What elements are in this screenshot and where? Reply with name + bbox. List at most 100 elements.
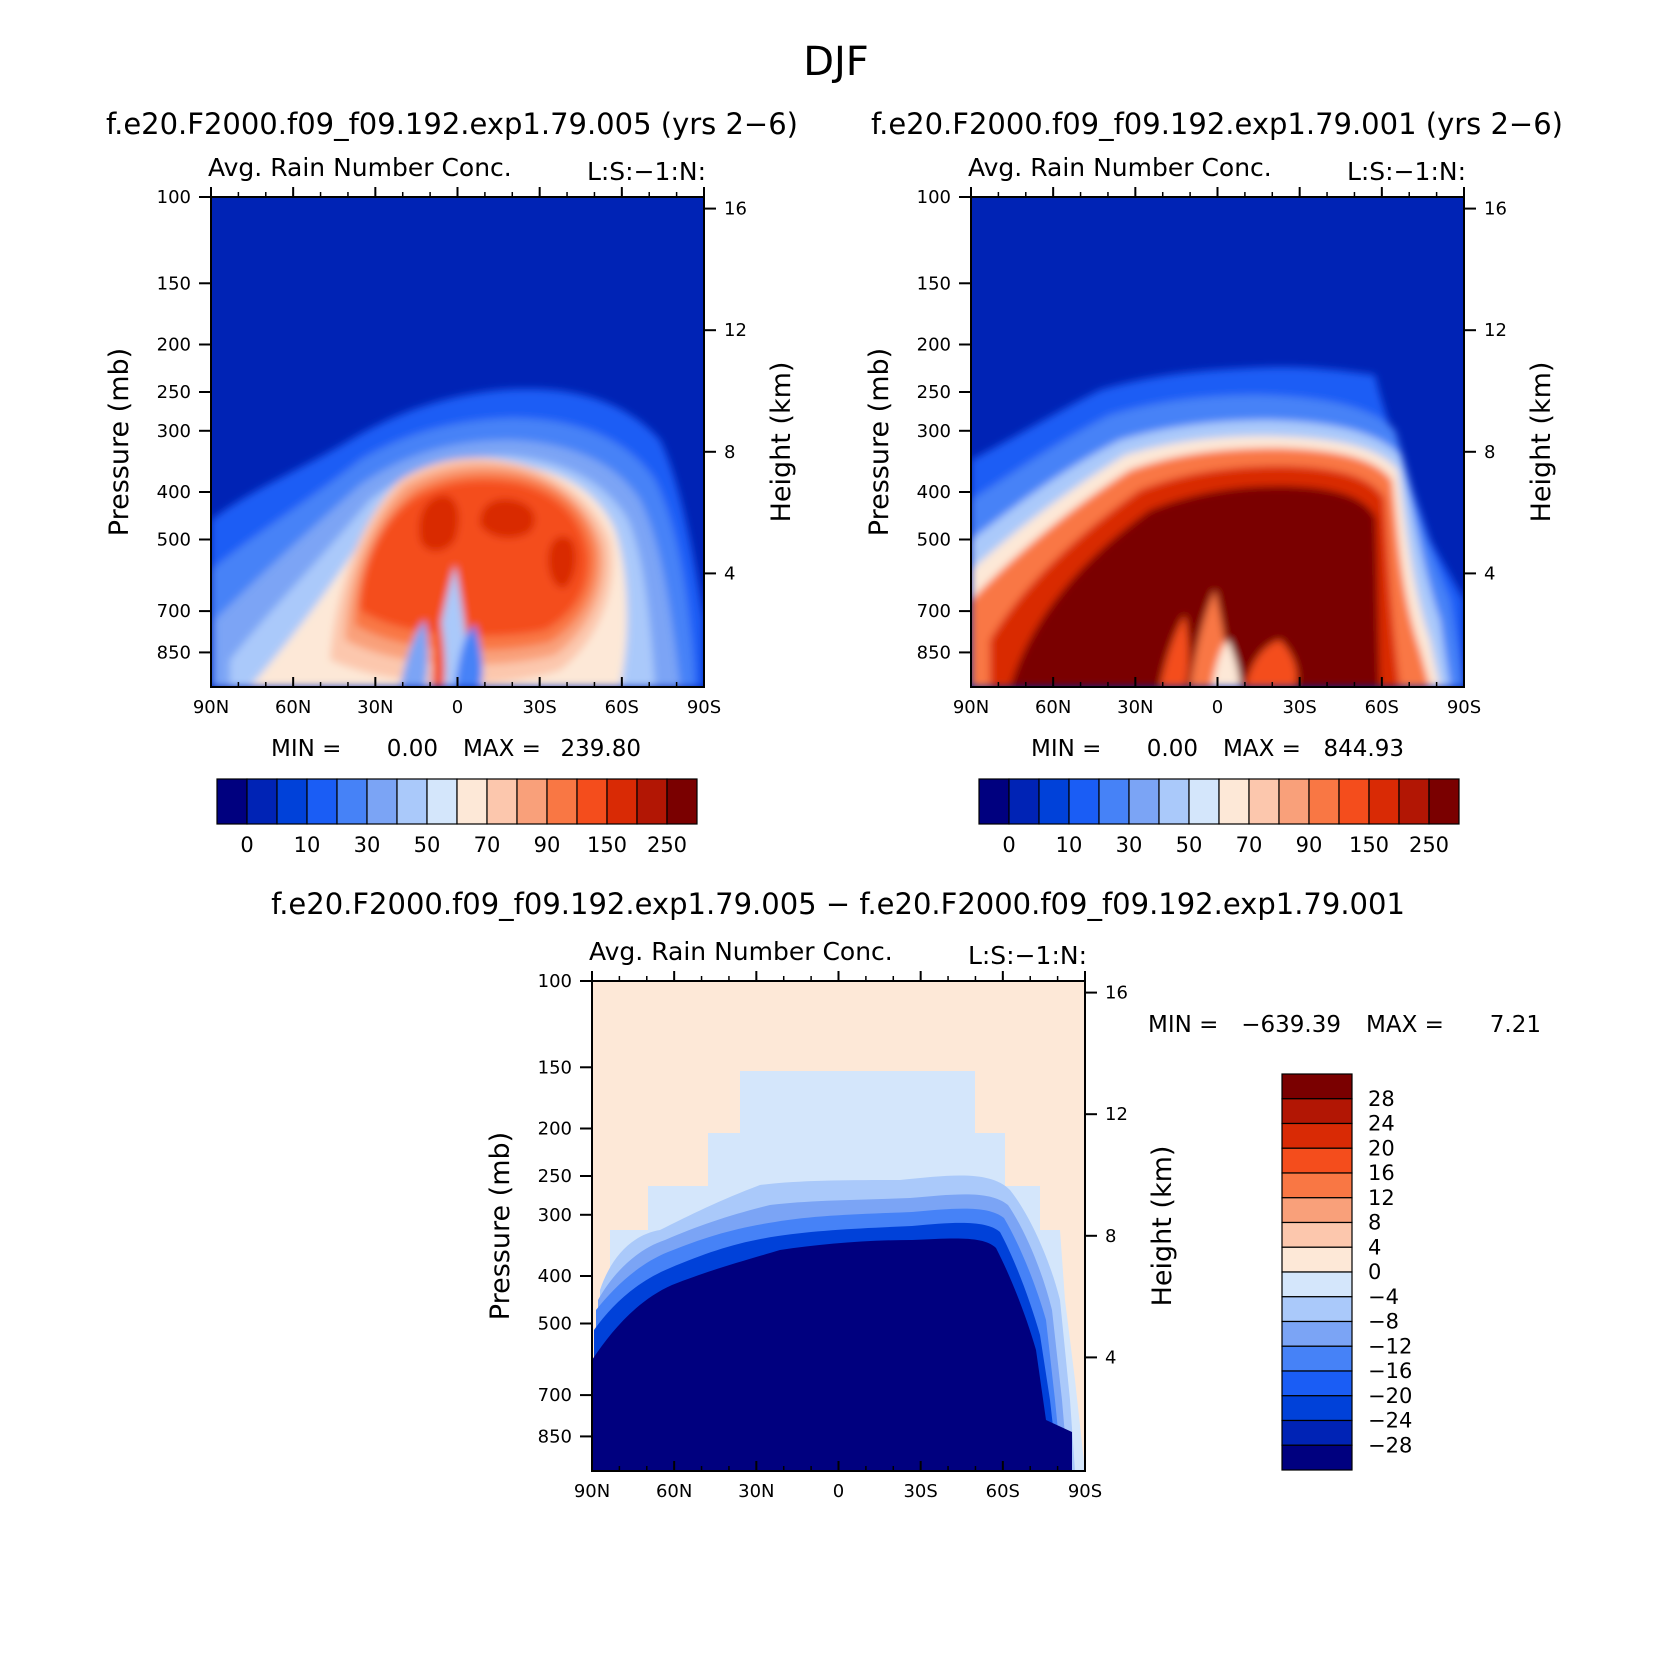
y-right-tick-label: 4 xyxy=(724,563,735,584)
colorbar-swatch xyxy=(1098,778,1130,825)
colorbar-swatch xyxy=(1038,778,1070,825)
colorbar-label: 70 xyxy=(474,833,501,857)
x-tick-label: 90S xyxy=(1068,1481,1102,1502)
contour-core-1 xyxy=(419,495,459,552)
colorbar-swatch xyxy=(1281,1444,1353,1471)
x-tick-label: 30N xyxy=(738,1481,774,1502)
colorbar-swatch xyxy=(216,778,248,825)
panel-left-annotation: L:S:−1:N: xyxy=(587,157,706,186)
panel-diff-max-label: MAX = xyxy=(1366,1012,1444,1038)
colorbar-swatch xyxy=(1278,778,1310,825)
x-tick-label: 90S xyxy=(687,697,721,718)
colorbar-swatch xyxy=(366,778,398,825)
colorbar-swatch xyxy=(1281,1098,1353,1125)
y-tick-label: 300 xyxy=(157,421,191,442)
y-right-tick-label: 16 xyxy=(1105,983,1128,1004)
colorbar-swatch xyxy=(1281,1221,1353,1248)
colorbar-swatch xyxy=(1248,778,1280,825)
panel-diff-min-label: MIN = xyxy=(1148,1012,1218,1038)
panel-left-field xyxy=(211,197,704,687)
panel-diff-variable: Avg. Rain Number Conc. xyxy=(589,937,893,966)
colorbar-label: 12 xyxy=(1368,1186,1395,1210)
colorbar-label: 150 xyxy=(1349,833,1389,857)
panel-left-min-label: MIN = xyxy=(271,736,341,762)
colorbar-swatch xyxy=(1281,1172,1353,1199)
x-tick-label: 60S xyxy=(986,1481,1020,1502)
colorbar-label: 90 xyxy=(534,833,561,857)
colorbar-swatch xyxy=(1281,1419,1353,1446)
colorbar-swatch xyxy=(1281,1345,1353,1372)
colorbar-swatch xyxy=(1218,778,1250,825)
panel-right-ylabel: Pressure (mb) xyxy=(864,348,895,536)
panel-right-ylabel-right: Height (km) xyxy=(1526,362,1557,523)
colorbar-label: −12 xyxy=(1368,1334,1412,1358)
x-tick-label: 90N xyxy=(193,697,229,718)
contour-level-7 xyxy=(1010,485,1380,687)
colorbar-label: 250 xyxy=(1409,833,1449,857)
panel-left-min-value: 0.00 xyxy=(387,736,438,762)
panel-diff-min-value: −639.39 xyxy=(1241,1012,1341,1038)
colorbar-label: 0 xyxy=(240,833,253,857)
panel-right: f.e20.F2000.f09_f09.192.exp1.79.001 (yrs… xyxy=(864,107,1563,857)
colorbar-label: 50 xyxy=(414,833,441,857)
colorbar-swatch xyxy=(1281,1296,1353,1323)
colorbar-label: −24 xyxy=(1368,1409,1412,1433)
x-tick-label: 60N xyxy=(275,697,311,718)
x-tick-label: 90N xyxy=(574,1481,610,1502)
panel-diff-ylabel-right: Height (km) xyxy=(1147,1146,1178,1307)
colorbar-label: −16 xyxy=(1368,1359,1412,1383)
panel-left-title: f.e20.F2000.f09_f09.192.exp1.79.005 (yrs… xyxy=(106,107,798,141)
colorbar-swatch xyxy=(306,778,338,825)
colorbar-label: 24 xyxy=(1368,1112,1395,1136)
colorbar-label: 90 xyxy=(1296,833,1323,857)
y-tick-label: 200 xyxy=(157,335,191,356)
panel-right-axes: 90N 60N 30N 0 30S 60S 90S 100 150 200 250 300 400 500… xyxy=(917,187,1507,718)
y-tick-label: 400 xyxy=(157,482,191,503)
x-tick-label: 30N xyxy=(357,697,393,718)
colorbar-swatch xyxy=(1398,778,1430,825)
panel-left-ylabel: Pressure (mb) xyxy=(104,348,135,536)
y-tick-label: 850 xyxy=(538,1426,572,1447)
colorbar-swatch xyxy=(1308,778,1340,825)
y-tick-label: 250 xyxy=(157,382,191,403)
main-title: DJF xyxy=(803,39,869,85)
colorbar-swatch xyxy=(1281,1122,1353,1149)
panel-left-ylabel-right: Height (km) xyxy=(766,362,797,523)
y-tick-label: 850 xyxy=(157,642,191,663)
x-tick-label: 60S xyxy=(605,697,639,718)
panel-right-min-label: MIN = xyxy=(1031,736,1101,762)
colorbar-label: 250 xyxy=(647,833,687,857)
x-tick-label: 90N xyxy=(953,697,989,718)
y-tick-label: 500 xyxy=(538,1313,572,1334)
colorbar-swatch xyxy=(516,778,548,825)
colorbar-swatch xyxy=(1281,1197,1353,1224)
colorbar-label: −28 xyxy=(1368,1433,1412,1457)
y-tick-label: 850 xyxy=(917,642,951,663)
colorbar-swatch xyxy=(1281,1395,1353,1422)
colorbar-label: 30 xyxy=(354,833,381,857)
colorbar-swatch xyxy=(606,778,638,825)
colorbar-swatch xyxy=(486,778,518,825)
colorbar-swatch xyxy=(1188,778,1220,825)
panel-left-max-value: 239.80 xyxy=(561,736,641,762)
y-right-tick-label: 8 xyxy=(1105,1226,1116,1247)
colorbar-label: 10 xyxy=(294,833,321,857)
panel-left-variable: Avg. Rain Number Conc. xyxy=(208,153,512,182)
y-tick-label: 250 xyxy=(538,1166,572,1187)
colorbar-swatch xyxy=(1281,1246,1353,1273)
x-tick-label: 60N xyxy=(656,1481,692,1502)
contour-core-2 xyxy=(479,498,535,539)
y-right-tick-label: 4 xyxy=(1484,563,1495,584)
x-tick-label: 60N xyxy=(1035,697,1071,718)
colorbar-label: 50 xyxy=(1176,833,1203,857)
panel-diff-annotation: L:S:−1:N: xyxy=(968,941,1087,970)
tropical-right xyxy=(1245,640,1297,687)
colorbar-swatch xyxy=(396,778,428,825)
colorbar-label: −20 xyxy=(1368,1384,1412,1408)
y-right-tick-label: 16 xyxy=(1484,199,1507,220)
y-tick-label: 700 xyxy=(157,601,191,622)
colorbar-swatch xyxy=(1281,1370,1353,1397)
y-tick-label: 200 xyxy=(917,335,951,356)
y-tick-label: 100 xyxy=(917,187,951,208)
